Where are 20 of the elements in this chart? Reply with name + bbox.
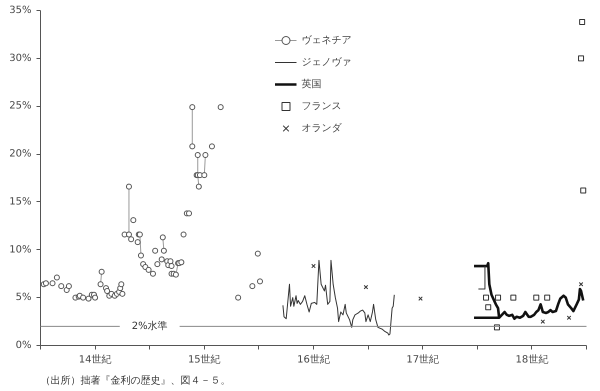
x-tick-label: 17世紀 [406, 354, 440, 366]
ref-line-label: 2%水準 [132, 320, 168, 332]
legend-label: ジェノヴァ [302, 56, 352, 69]
y-tick-label: 25% [9, 100, 32, 112]
x-tick-label: 16世紀 [297, 354, 330, 366]
y-tick-label: 20% [9, 148, 32, 160]
y-tick-label: 35% [9, 5, 32, 16]
y-tick-label: 30% [9, 52, 32, 64]
text: （出所）拙著『金利の歴史』、図４－５。 [40, 374, 230, 386]
legend-label: オランダ [302, 122, 342, 135]
x-tick-label: 15世紀 [188, 354, 221, 366]
y-tick-label: 0% [16, 340, 32, 351]
legend-label: 英国 [302, 78, 322, 91]
legend-label: フランス [302, 100, 342, 113]
x-tick-label: 14世紀 [78, 354, 112, 366]
legend-label: ヴェネチア [302, 34, 352, 47]
y-tick-label: 15% [9, 196, 32, 208]
x-tick-label: 18世紀 [516, 354, 548, 366]
y-tick-label: 10% [9, 244, 32, 256]
y-tick-label: 5% [16, 292, 32, 304]
